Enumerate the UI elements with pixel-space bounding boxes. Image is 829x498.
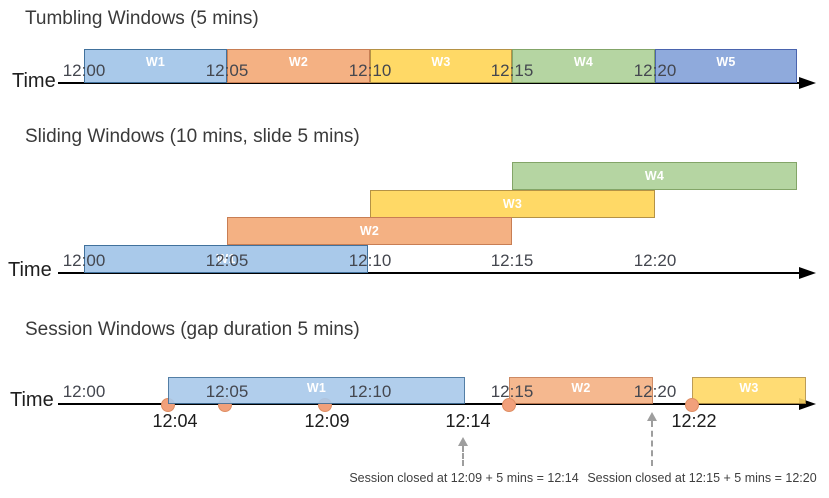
tick-label: 12:10 <box>348 251 392 270</box>
window-label: W1 <box>145 55 166 69</box>
session-close-annotation: Session closed at 12:09 + 5 mins = 12:14 <box>349 471 579 485</box>
window-label: W2 <box>359 224 380 238</box>
arrow-up-head <box>458 437 468 446</box>
tick-label: 12:15 <box>490 382 534 401</box>
tick-label: 12:15 <box>490 251 534 270</box>
tumbling-window-w5: W5 <box>655 49 797 83</box>
event-time-label: 12:22 <box>671 411 717 431</box>
arrow-up-head <box>647 412 657 421</box>
arrow-dashed-shaft <box>462 446 464 466</box>
session-window-w1: W1 <box>168 377 465 404</box>
session-section-title: Session Windows (gap duration 5 mins) <box>25 319 360 340</box>
tick-label: 12:00 <box>62 61 106 80</box>
tick-label: 12:20 <box>633 382 677 401</box>
time-axis-label: Time <box>8 259 52 281</box>
tick-label: 12:10 <box>348 61 392 80</box>
window-label: W1 <box>306 381 327 395</box>
sliding-window-w4: W4 <box>512 162 797 190</box>
session-close-arrow-icon <box>647 412 657 466</box>
window-label: W3 <box>502 196 523 211</box>
session-window-w2: W2 <box>509 377 653 404</box>
window-label: W4 <box>573 55 594 69</box>
tick-label: 12:15 <box>490 61 534 80</box>
tick-label: 12:05 <box>205 61 249 80</box>
window-label: W3 <box>739 381 759 395</box>
arrow-dashed-shaft <box>651 421 653 466</box>
tick-label: 12:05 <box>205 251 249 270</box>
event-dot <box>502 398 516 412</box>
tick-label: 12:10 <box>348 382 392 401</box>
session-close-annotation: Session closed at 12:15 + 5 mins = 12:20 <box>587 471 817 485</box>
session-close-arrow-icon <box>458 437 468 466</box>
window-label: W2 <box>571 381 591 395</box>
tick-label: 12:20 <box>633 251 677 270</box>
tick-label: 12:20 <box>633 61 677 80</box>
window-label: W3 <box>431 55 451 69</box>
window-label: W1 <box>216 251 236 266</box>
sliding-window-w1: W1 <box>84 244 368 273</box>
event-time-label: 12:14 <box>445 411 491 431</box>
axis-arrowhead-icon <box>799 76 816 89</box>
session-window-w3: W3 <box>692 377 806 404</box>
tick-label: 12:00 <box>62 251 106 270</box>
event-time-label: 12:04 <box>152 411 198 431</box>
tick-label: 12:05 <box>205 382 249 401</box>
time-axis <box>58 81 800 85</box>
tumbling-window-w2: W2 <box>227 49 370 83</box>
sliding-section-title: Sliding Windows (10 mins, slide 5 mins) <box>25 126 360 147</box>
time-axis <box>58 271 800 275</box>
axis-arrowhead-icon <box>799 266 816 279</box>
time-axis-label: Time <box>12 70 56 92</box>
tick-label: 12:00 <box>62 382 106 401</box>
tumbling-window-w1: W1 <box>84 49 227 83</box>
time-axis-label: Time <box>10 389 54 411</box>
window-label: W4 <box>644 169 665 183</box>
sliding-window-w3: W3 <box>370 189 655 218</box>
tumbling-window-w3: W3 <box>370 49 512 83</box>
window-label: W5 <box>716 55 736 69</box>
sliding-window-w2: W2 <box>227 217 512 245</box>
tumbling-section-title: Tumbling Windows (5 mins) <box>25 8 259 29</box>
time-axis <box>58 402 800 406</box>
event-dot <box>685 398 699 412</box>
event-time-label: 12:09 <box>304 411 350 431</box>
window-label: W2 <box>288 55 309 69</box>
tumbling-window-w4: W4 <box>512 49 655 83</box>
